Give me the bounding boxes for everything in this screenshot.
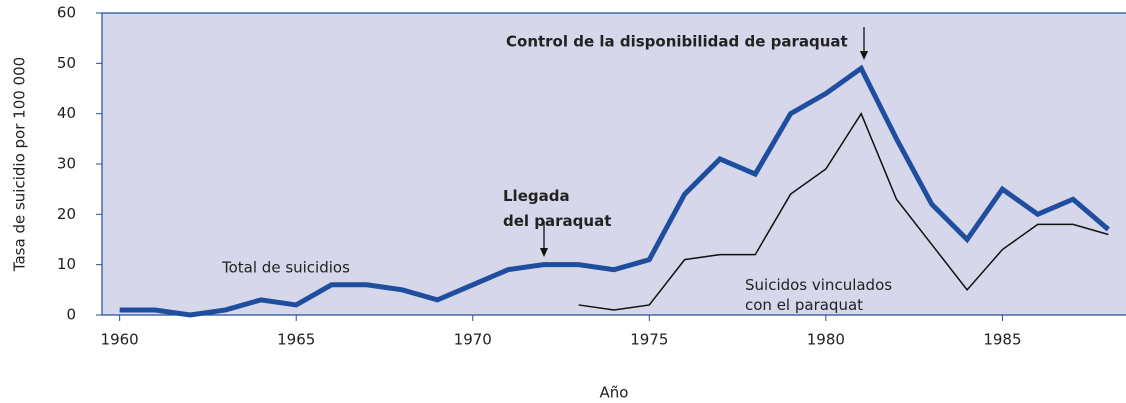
plot-background [102,13,1126,315]
y-axis-label: Tasa de suicidio por 100 000 [11,57,29,272]
y-tick-label: 20 [57,205,76,223]
x-tick-label: 1980 [807,331,845,349]
series-label-line: con el paraquat [745,296,863,314]
x-axis-label: Año [600,384,629,402]
x-tick-label: 1985 [983,331,1021,349]
y-tick-label: 40 [57,104,76,122]
annotation: Control de la disponibilidad de paraquat [506,33,848,51]
y-tick-label: 0 [66,306,76,324]
x-tick-label: 1960 [101,331,139,349]
y-tick-label: 60 [57,4,76,22]
y-tick-label: 50 [57,54,76,72]
annotation-line: del paraquat [503,212,611,230]
series-line [119,64,1110,318]
arrow-head [860,51,868,60]
annotation-line: Llegada [503,187,570,205]
x-tick-label: 1975 [630,331,668,349]
x-tick-label: 1965 [277,331,315,349]
y-tick-label: 10 [57,255,76,273]
series-label-line: Suicidos vinculados [745,276,892,294]
y-tick-label: 30 [57,155,76,173]
annotation: Llegada del paraquat [503,187,611,230]
series-line [578,112,1109,311]
x-tick-label: 1970 [454,331,492,349]
arrow-head [540,248,548,257]
series-label: Suicidos vinculados con el paraquat [745,276,892,314]
series-label: Total de suicidios [221,259,350,277]
